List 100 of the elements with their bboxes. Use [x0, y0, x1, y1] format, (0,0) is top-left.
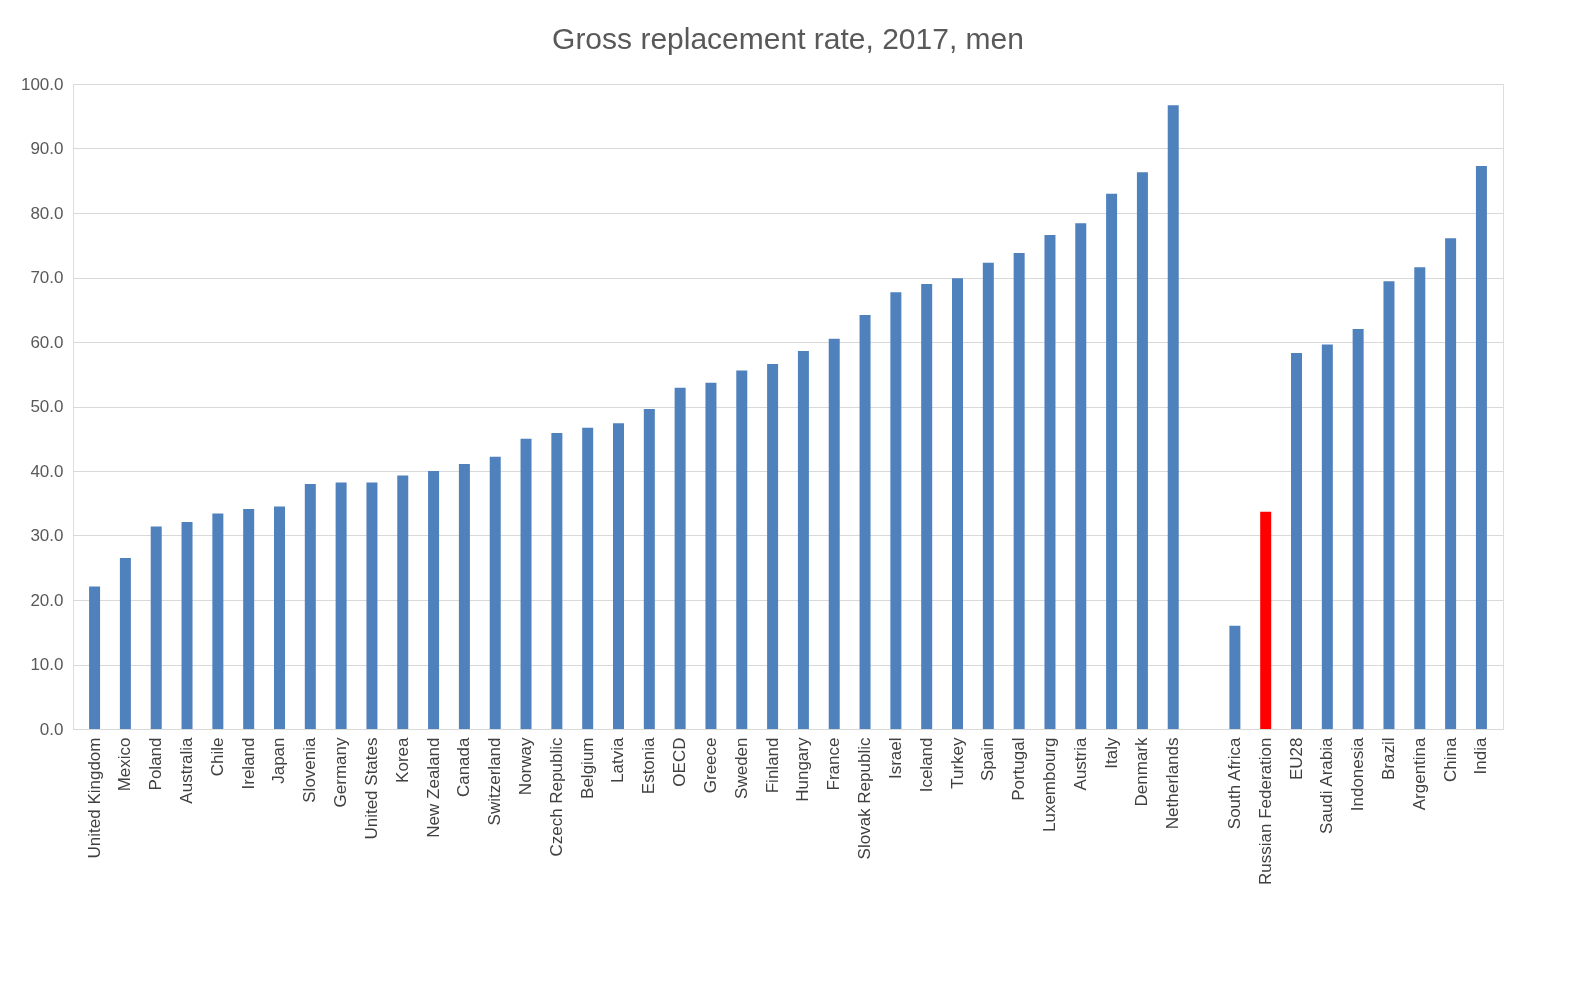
- bar: [582, 427, 594, 729]
- x-tick-label: Korea: [392, 736, 412, 783]
- bar: [797, 351, 809, 729]
- bar: [1167, 105, 1179, 729]
- bar: [335, 482, 347, 729]
- x-tick-label: Switzerland: [485, 737, 505, 826]
- bar: [1075, 223, 1087, 729]
- bar: [1414, 267, 1426, 729]
- y-tick-label: 60.0: [30, 332, 64, 352]
- bar: [1383, 281, 1395, 729]
- bar: [366, 482, 378, 729]
- bar: [1136, 172, 1148, 729]
- y-tick-label: 70.0: [30, 268, 64, 287]
- bar: [520, 438, 532, 729]
- x-tick-label: Latvia: [608, 736, 628, 783]
- y-tick-label: 30.0: [30, 526, 64, 545]
- y-tick-label: 50.0: [30, 397, 64, 416]
- x-tick-label: Ireland: [238, 737, 258, 790]
- x-tick-label: Iceland: [916, 737, 936, 793]
- bar: [551, 432, 563, 729]
- bar: [705, 382, 717, 729]
- bar: [1445, 238, 1457, 729]
- bar: [1475, 165, 1487, 729]
- x-tick-label: Slovak Republic: [855, 737, 875, 860]
- x-tick-label: Norway: [516, 737, 536, 796]
- x-tick-label: Mexico: [115, 737, 135, 792]
- y-tick-label: 0.0: [39, 719, 64, 739]
- bar: [119, 558, 131, 729]
- x-tick-label: OECD: [670, 737, 690, 787]
- x-tick-label: Estonia: [639, 736, 659, 795]
- bar: [1352, 329, 1364, 729]
- x-tick-label: Netherlands: [1163, 737, 1183, 830]
- bar: [1106, 193, 1118, 729]
- x-tick-label: United Kingdom: [84, 737, 104, 859]
- x-tick-label: Luxembourg: [1039, 737, 1059, 833]
- bar: [1044, 234, 1056, 729]
- x-tick-label: India: [1471, 736, 1491, 775]
- x-tick-label: Israel: [885, 737, 905, 780]
- y-tick-label: 90.0: [30, 139, 64, 158]
- x-tick-label: Hungary: [793, 737, 813, 802]
- bar: [458, 463, 470, 729]
- x-tick-label: Argentina: [1409, 736, 1429, 811]
- x-tick-label: Turkey: [947, 737, 967, 789]
- x-tick-label: United States: [361, 737, 381, 840]
- bar: [1229, 625, 1241, 729]
- bar: [1321, 344, 1333, 729]
- x-tick-label: Portugal: [1009, 737, 1029, 801]
- x-tick-label: Brazil: [1378, 737, 1398, 781]
- x-tick-label: Belgium: [577, 737, 597, 799]
- x-tick-label: Indonesia: [1348, 736, 1368, 812]
- bar: [1013, 252, 1025, 729]
- bar: [890, 292, 902, 729]
- y-tick-label: 80.0: [30, 203, 64, 223]
- x-tick-label: New Zealand: [423, 737, 443, 838]
- bar: [150, 526, 162, 729]
- bar: [89, 586, 101, 729]
- x-tick-label: Australia: [177, 736, 197, 804]
- y-tick-label: 100.0: [20, 74, 64, 94]
- x-tick-label: Spain: [978, 737, 998, 781]
- x-tick-label: Greece: [700, 737, 720, 794]
- bar: [397, 475, 409, 729]
- x-tick-label: China: [1440, 736, 1460, 782]
- x-tick-label: Denmark: [1132, 737, 1152, 807]
- x-tick-label: Poland: [146, 737, 166, 791]
- x-tick-label: South Africa: [1224, 736, 1244, 830]
- bar: [273, 506, 285, 729]
- x-tick-label: France: [824, 737, 844, 791]
- bar: [243, 509, 255, 729]
- bar: [643, 409, 655, 729]
- bar: [859, 314, 871, 729]
- x-tick-label: Czech Republic: [546, 737, 566, 857]
- x-tick-label: Finland: [762, 737, 782, 794]
- bar: [828, 338, 840, 729]
- x-tick-label: Italy: [1101, 737, 1121, 769]
- bar: [212, 513, 224, 729]
- bar: [1291, 352, 1303, 729]
- x-tick-label: Saudi Arabia: [1317, 736, 1337, 834]
- y-tick-label: 10.0: [30, 655, 64, 674]
- bar: [674, 387, 686, 729]
- x-tick-label: EU28: [1286, 737, 1306, 781]
- bar: [489, 456, 501, 729]
- chart-title: Gross replacement rate, 2017, men: [552, 22, 1024, 55]
- x-tick-label: Japan: [269, 737, 289, 784]
- x-tick-label: Slovenia: [300, 736, 320, 803]
- x-tick-label: Russian Federation: [1255, 737, 1275, 885]
- bar: [921, 283, 933, 729]
- x-tick-label: Chile: [207, 737, 227, 777]
- bar: [952, 278, 963, 729]
- bar: [613, 423, 624, 729]
- x-tick-label: Sweden: [731, 737, 751, 799]
- bar: [767, 363, 779, 729]
- bar: [304, 483, 316, 729]
- x-tick-label: Germany: [331, 737, 351, 808]
- bar: [428, 471, 440, 729]
- x-tick-label: Canada: [454, 736, 474, 798]
- x-tick-label: Austria: [1070, 736, 1090, 791]
- y-tick-label: 20.0: [30, 590, 64, 610]
- bar: [1260, 511, 1272, 729]
- bar: [982, 262, 994, 729]
- bar: [736, 370, 748, 729]
